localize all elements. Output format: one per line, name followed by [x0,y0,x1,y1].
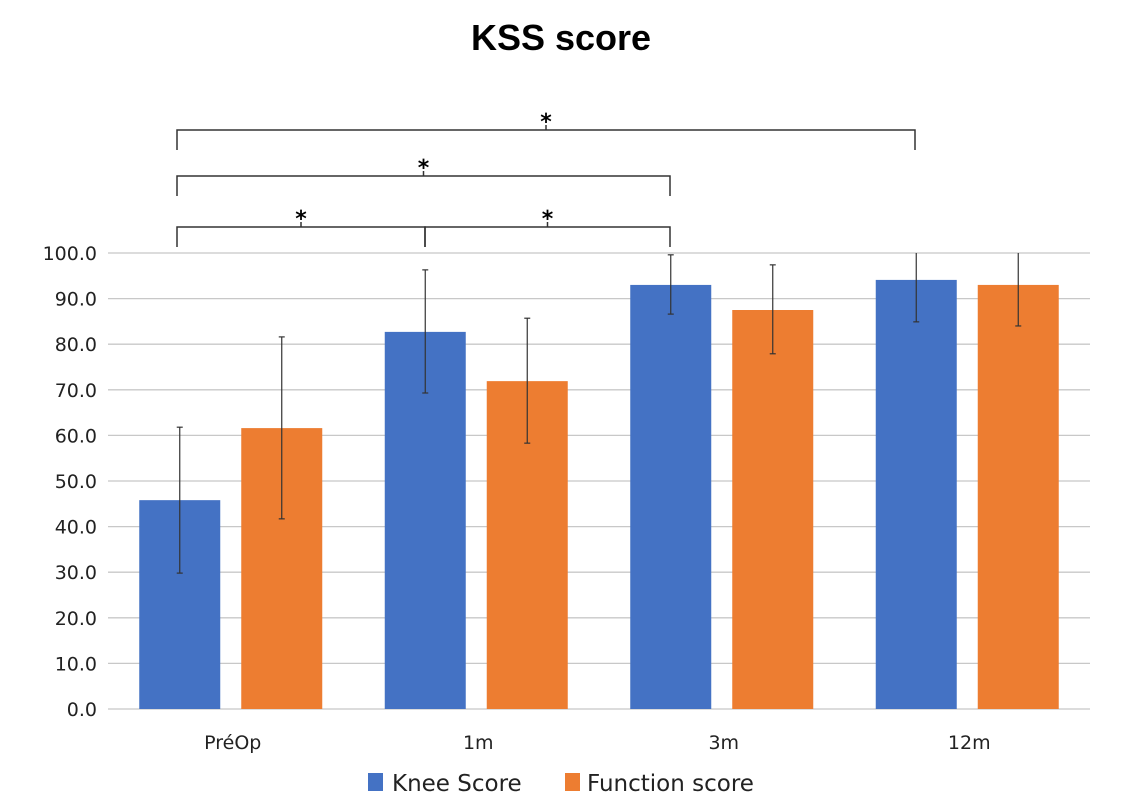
error-bars [176,253,1022,574]
legend-label-function-score: Function score [587,771,754,797]
significance-star: * [418,156,430,181]
x-category-label: PréOp [204,732,261,754]
y-tick-label: 70.0 [55,380,97,402]
legend-label-knee-score: Knee Score [392,771,522,797]
legend: Knee Score Function score [368,771,754,797]
y-tick-label: 30.0 [55,562,97,584]
y-tick-label: 10.0 [55,653,97,675]
y-tick-label: 50.0 [55,471,97,493]
y-tick-label: 20.0 [55,608,97,630]
significance-star: * [542,207,554,232]
x-category-label: 1m [463,732,494,754]
y-tick-label: 0.0 [67,699,97,721]
significance-star: * [295,207,307,232]
x-axis-categories: PréOp 1m 3m 12m [204,732,990,754]
x-category-label: 12m [948,732,991,754]
y-tick-label: 40.0 [55,517,97,539]
x-category-label: 3m [708,732,739,754]
y-tick-label: 60.0 [55,425,97,447]
y-tick-label: 80.0 [55,334,97,356]
y-tick-label: 100.0 [43,243,97,265]
legend-swatch-knee-score [368,773,383,791]
y-axis-ticks: 0.0 10.0 20.0 30.0 40.0 50.0 60.0 70.0 80.0 90.0 1… [43,243,97,721]
bars [139,279,1059,709]
legend-swatch-function-score [565,773,580,791]
bar-knee-score-2 [630,284,712,709]
bar-function-score-3 [977,284,1059,709]
y-tick-label: 90.0 [55,289,97,311]
chart-title: KSS score [471,17,651,58]
bar-function-score-2 [732,310,814,709]
significance-star: * [540,110,552,135]
bar-knee-score-1 [384,331,466,709]
bar-knee-score-3 [875,279,957,709]
significance-brackets: * * * * [176,110,916,247]
